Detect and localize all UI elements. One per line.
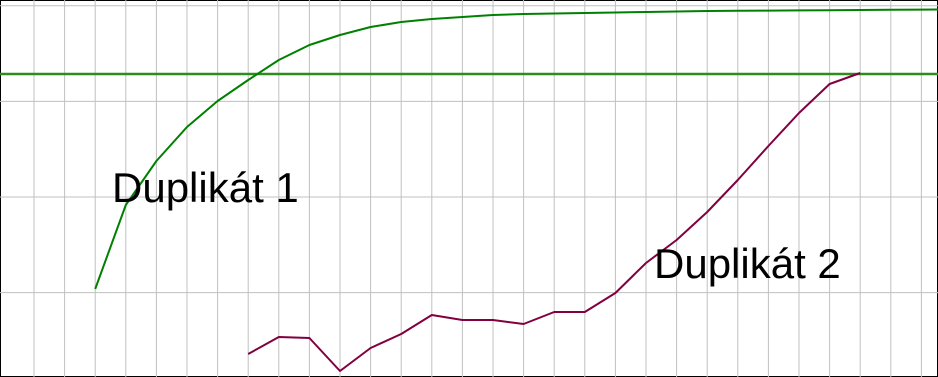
series-group	[94, 8, 938, 372]
series-line-duplikat-2	[247, 72, 861, 372]
annotation-duplikat-1: Duplikát 1	[112, 164, 299, 211]
annotation-duplikat-2: Duplikát 2	[654, 240, 841, 287]
series-line-duplikat-1	[94, 8, 938, 290]
annotation-group: Duplikát 1 Duplikát 2	[112, 164, 841, 287]
